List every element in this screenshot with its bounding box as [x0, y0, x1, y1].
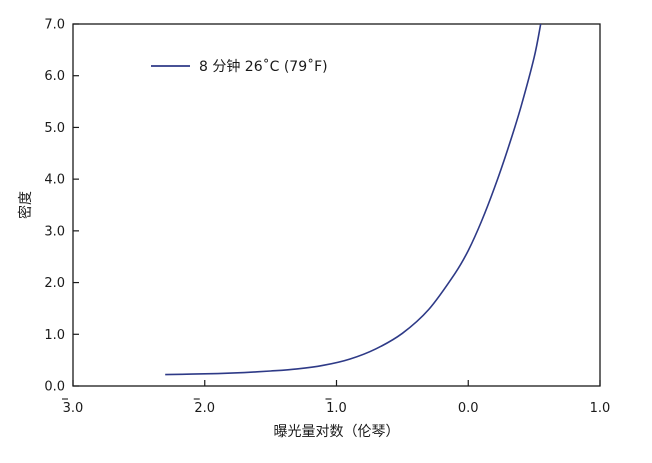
y-tick-label: 2.0: [44, 276, 65, 291]
x-tick-label: 2.0: [194, 401, 215, 416]
y-tick-label: 6.0: [44, 69, 65, 84]
y-tick-label: 3.0: [44, 224, 65, 239]
x-tick-label: 1.0: [590, 401, 611, 416]
y-tick-label: 1.0: [44, 328, 65, 343]
y-tick-label: 4.0: [44, 173, 65, 188]
x-tick-label: 1.0: [326, 401, 347, 416]
legend: 8 分钟 26˚C (79˚F): [151, 58, 328, 75]
axes-layer: 0.0 1.0 2.0 3.0 4.0 5.0 6.0 7.0 3.0 2.0 1.0 0.0 1.0: [44, 18, 610, 417]
axis-labels: 曝光量对数（伦琴） 密度: [17, 191, 400, 440]
y-tick-label: 7.0: [44, 18, 65, 33]
y-axis-label: 密度: [17, 191, 34, 219]
plot-frame: [72, 23, 601, 387]
series-line: [165, 23, 542, 376]
x-axis-label: 曝光量对数（伦琴）: [274, 424, 400, 440]
y-tick-label: 0.0: [44, 380, 65, 395]
series-layer: [165, 23, 542, 376]
legend-label: 8 分钟 26˚C (79˚F): [199, 58, 328, 75]
x-tick-label: 0.0: [458, 401, 479, 416]
x-tick-label: 3.0: [63, 401, 84, 416]
y-tick-label: 5.0: [44, 121, 65, 136]
